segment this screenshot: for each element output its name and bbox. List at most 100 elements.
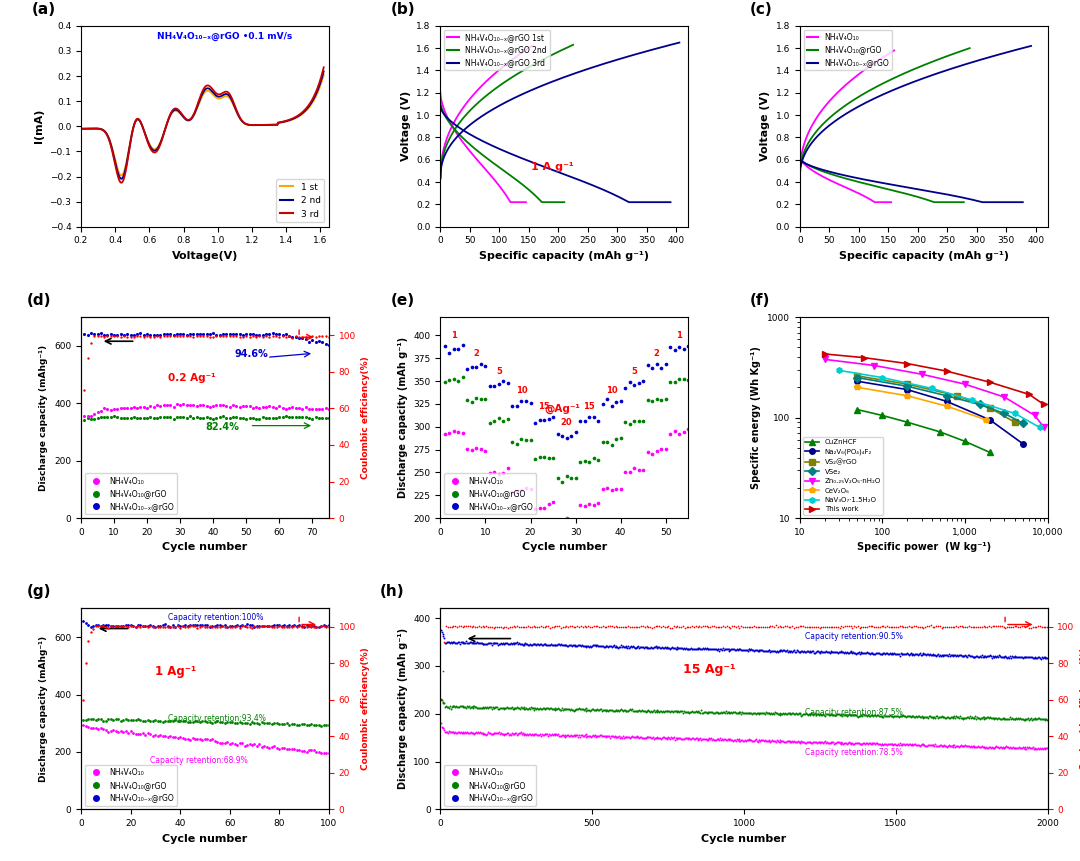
Point bbox=[201, 330, 218, 344]
Point bbox=[589, 703, 606, 716]
Point bbox=[997, 740, 1014, 754]
Point bbox=[657, 641, 674, 654]
Point bbox=[621, 703, 638, 716]
Point bbox=[476, 727, 494, 740]
Point bbox=[779, 706, 796, 720]
Point bbox=[527, 637, 544, 651]
Point bbox=[103, 410, 120, 424]
Point bbox=[251, 329, 268, 343]
Zn₀.₂₅V₂O₅·nH₂O bbox=[916, 369, 929, 380]
Point bbox=[254, 715, 271, 729]
Point bbox=[134, 715, 151, 728]
Point bbox=[947, 649, 964, 663]
Point bbox=[1026, 711, 1043, 725]
Point bbox=[674, 707, 691, 721]
Point bbox=[499, 376, 516, 390]
Point bbox=[696, 642, 713, 656]
Point bbox=[687, 704, 704, 718]
Point bbox=[164, 714, 181, 728]
Point bbox=[256, 716, 273, 730]
Point bbox=[575, 703, 592, 717]
Point bbox=[633, 704, 650, 718]
Point bbox=[90, 620, 107, 634]
Point bbox=[780, 644, 797, 658]
Point bbox=[632, 730, 649, 744]
Point bbox=[930, 739, 947, 753]
Point bbox=[95, 619, 112, 633]
Point bbox=[976, 620, 994, 634]
Point bbox=[1024, 712, 1041, 726]
Point bbox=[976, 740, 994, 754]
Point bbox=[808, 708, 825, 722]
Point bbox=[221, 619, 239, 633]
Point bbox=[1013, 650, 1030, 664]
Point bbox=[724, 642, 741, 656]
Point bbox=[235, 715, 253, 729]
Point bbox=[482, 416, 499, 430]
Point bbox=[132, 330, 149, 344]
Point bbox=[999, 651, 1016, 665]
Point bbox=[835, 737, 852, 751]
Point bbox=[676, 642, 693, 656]
Point bbox=[697, 705, 714, 719]
Point bbox=[530, 638, 548, 652]
Point bbox=[955, 712, 972, 726]
Point bbox=[268, 327, 285, 341]
Point bbox=[797, 706, 814, 720]
Point bbox=[775, 735, 793, 749]
Point bbox=[320, 412, 337, 425]
Point bbox=[278, 742, 295, 756]
Point bbox=[534, 638, 551, 652]
Point bbox=[92, 619, 109, 633]
Point bbox=[993, 650, 1010, 664]
Point bbox=[1021, 740, 1038, 754]
Point bbox=[562, 619, 579, 633]
Point bbox=[1024, 740, 1041, 754]
Point bbox=[1039, 740, 1056, 754]
Point bbox=[607, 395, 624, 409]
Point bbox=[912, 710, 929, 724]
Point bbox=[962, 621, 980, 635]
Point bbox=[951, 709, 969, 722]
Point bbox=[264, 619, 281, 633]
Point bbox=[476, 392, 494, 406]
Point bbox=[995, 711, 1012, 725]
Point bbox=[933, 739, 950, 753]
Point bbox=[536, 501, 553, 515]
Point bbox=[228, 329, 245, 343]
Point bbox=[476, 636, 494, 650]
Point bbox=[738, 620, 755, 634]
Point bbox=[585, 498, 603, 511]
Point bbox=[1005, 649, 1023, 663]
Point bbox=[934, 649, 951, 663]
Point bbox=[632, 704, 649, 718]
Point bbox=[964, 711, 982, 725]
Point bbox=[137, 619, 154, 633]
Point bbox=[231, 330, 248, 344]
Point bbox=[642, 641, 659, 655]
X-axis label: Cycle number: Cycle number bbox=[701, 833, 786, 844]
Point bbox=[1034, 650, 1051, 664]
Point bbox=[750, 707, 767, 721]
Point bbox=[808, 708, 825, 722]
Point bbox=[563, 703, 580, 716]
Point bbox=[300, 330, 318, 344]
Point bbox=[669, 641, 686, 654]
Point bbox=[552, 728, 569, 742]
Point bbox=[634, 704, 651, 718]
Point bbox=[595, 729, 612, 743]
Point bbox=[920, 648, 937, 662]
Point bbox=[109, 330, 126, 344]
Point bbox=[685, 705, 702, 719]
Point bbox=[971, 712, 988, 726]
Point bbox=[95, 328, 112, 342]
Point bbox=[775, 707, 793, 721]
Point bbox=[982, 741, 999, 755]
Point bbox=[516, 637, 534, 651]
Point bbox=[679, 422, 697, 436]
Point bbox=[1004, 620, 1022, 634]
Point bbox=[885, 709, 902, 723]
Point bbox=[112, 619, 130, 633]
Point bbox=[508, 726, 525, 740]
Point bbox=[922, 618, 940, 632]
